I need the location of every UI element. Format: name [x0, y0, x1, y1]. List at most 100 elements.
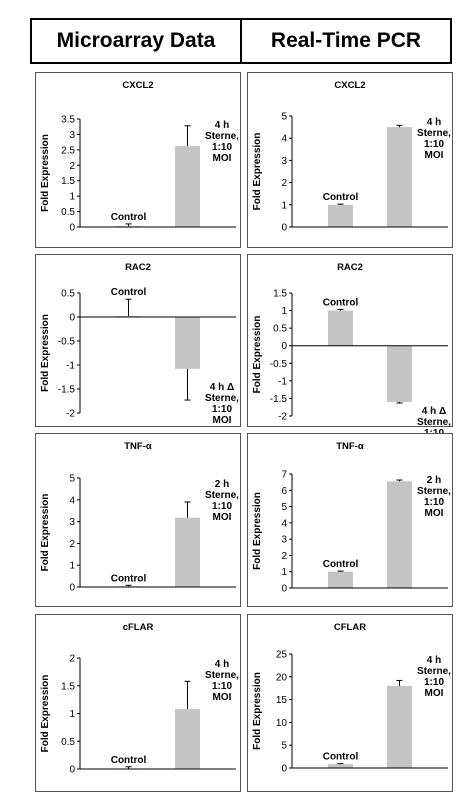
y-tick-label: 1.5: [61, 681, 75, 692]
control-label: Control: [323, 298, 359, 309]
treatment-label: 4 h Sterne, 1:10 MOI: [205, 659, 239, 703]
chart-panel: CXCL2 Fold Expression 0 0.5 1 1.5 2 2.5 3 3.5 Cont…: [35, 72, 241, 248]
bar: [328, 204, 353, 227]
chart-panel: TNF-α Fold Expression 0 1 2 3 4 5 6 7 Control 2 h St…: [247, 433, 453, 607]
y-axis-label: Fold Expression: [252, 492, 263, 570]
control-label: Control: [323, 752, 359, 763]
y-axis-label: Fold Expression: [40, 494, 51, 572]
chart-svg: CFLAR Fold Expression 0 5 10 15 20 25 Control 4 h…: [252, 622, 451, 775]
treatment-label: 4 h Sterne, 1:10 MOI: [417, 117, 451, 161]
chart-panel: RAC2 Fold Expression 1.5 1 0.5 0 -0.5 -1 -1.5 -2 C…: [247, 254, 453, 450]
bar: [387, 127, 412, 227]
y-tick-label: -1: [66, 361, 75, 372]
y-tick-label: 5: [281, 741, 287, 752]
y-tick-label: 15: [276, 695, 288, 706]
bar: [175, 517, 200, 587]
chart-panel: TNF-α Fold Expression 0 1 2 3 4 5 Control 2 h Ster…: [35, 433, 241, 607]
y-tick-label: 0: [281, 223, 287, 234]
y-tick-label: -2: [66, 409, 75, 420]
control-label: Control: [323, 559, 359, 570]
y-tick-label: 0.5: [61, 289, 75, 300]
y-tick-label: -1.5: [270, 394, 288, 405]
control-label: Control: [111, 212, 147, 223]
y-tick-label: 1: [281, 200, 287, 211]
y-tick-label: 0.5: [61, 737, 75, 748]
y-tick-label: 0: [69, 765, 75, 776]
y-tick-label: 1: [69, 709, 75, 720]
chart-title: CXCL2: [334, 80, 365, 91]
y-tick-label: 0: [69, 313, 75, 324]
control-label: Control: [111, 755, 147, 766]
y-tick-label: -0.5: [270, 359, 288, 370]
y-tick-label: 5: [69, 474, 75, 485]
y-tick-label: 3: [69, 517, 75, 528]
realtime-pcr-heading: Real-Time PCR: [240, 20, 450, 62]
y-tick-label: 3.5: [61, 115, 75, 126]
y-axis-label: Fold Expression: [40, 675, 51, 753]
y-tick-label: -2: [278, 412, 287, 423]
y-tick-label: 0.5: [273, 324, 287, 335]
bar: [175, 317, 200, 369]
y-tick-label: 4: [69, 495, 75, 506]
treatment-label: 4 h Sterne, 1:10 MOI: [417, 655, 451, 699]
y-tick-label: 1.5: [61, 176, 75, 187]
chart-title: TNF-α: [336, 441, 364, 452]
y-tick-label: 3: [281, 535, 287, 546]
y-tick-label: 2: [281, 551, 287, 562]
y-tick-label: 0: [281, 764, 287, 775]
chart-title: RAC2: [125, 262, 151, 273]
bar: [328, 571, 353, 588]
y-tick-label: -0.5: [58, 337, 76, 348]
y-axis-label: Fold Expression: [40, 134, 51, 212]
y-tick-label: 0: [281, 584, 287, 595]
chart-title: RAC2: [337, 262, 363, 273]
y-tick-label: 2: [69, 161, 75, 172]
y-tick-label: 4: [281, 518, 287, 529]
y-tick-label: 0: [69, 583, 75, 594]
chart-title: CXCL2: [122, 80, 153, 91]
bar: [387, 345, 412, 402]
chart-title: TNF-α: [124, 441, 152, 452]
y-tick-label: 5: [281, 112, 287, 123]
control-label: Control: [111, 573, 147, 584]
y-tick-label: 1: [69, 192, 75, 203]
figure-header: Microarray Data Real-Time PCR: [30, 18, 452, 64]
y-tick-label: 20: [276, 672, 288, 683]
y-axis-label: Fold Expression: [40, 314, 51, 392]
y-tick-label: 1.5: [273, 289, 287, 300]
y-tick-label: 2: [69, 654, 75, 665]
y-tick-label: 2: [281, 178, 287, 189]
treatment-label: 4 h Sterne, 1:10 MOI: [205, 120, 239, 164]
y-tick-label: 25: [276, 650, 288, 661]
chart-svg: RAC2 Fold Expression 0.5 0 -0.5 -1 -1.5 -2 Contr…: [40, 262, 239, 426]
y-tick-label: 1: [281, 306, 287, 317]
y-axis-label: Fold Expression: [252, 316, 263, 394]
microarray-heading: Microarray Data: [56, 29, 216, 52]
control-label: Control: [323, 192, 359, 203]
y-tick-label: 7: [281, 470, 287, 481]
control-label: Control: [111, 287, 147, 298]
chart-title: CFLAR: [334, 622, 366, 633]
chart-panel: CXCL2 Fold Expression 0 1 2 3 4 5 Control 4 h Ster…: [247, 72, 453, 248]
y-tick-label: 0: [69, 223, 75, 234]
chart-svg: TNF-α Fold Expression 0 1 2 3 4 5 6 7 Control 2 h St…: [252, 441, 451, 595]
y-tick-label: 3: [281, 156, 287, 167]
y-tick-label: 5: [281, 502, 287, 513]
chart-panel: CFLAR Fold Expression 0 5 10 15 20 25 Control 4 h…: [247, 614, 453, 792]
chart-title: cFLAR: [123, 622, 154, 633]
y-tick-label: 1: [69, 561, 75, 572]
y-axis-label: Fold Expression: [252, 133, 263, 211]
y-axis-label: Fold Expression: [252, 672, 263, 750]
y-tick-label: -1.5: [58, 385, 76, 396]
y-tick-label: -1: [278, 376, 287, 387]
bar: [387, 481, 412, 588]
bar: [387, 685, 412, 768]
bar: [175, 146, 200, 227]
bar: [328, 310, 353, 346]
y-tick-label: 10: [276, 718, 288, 729]
y-tick-label: 6: [281, 486, 287, 497]
y-tick-label: 0: [281, 341, 287, 352]
